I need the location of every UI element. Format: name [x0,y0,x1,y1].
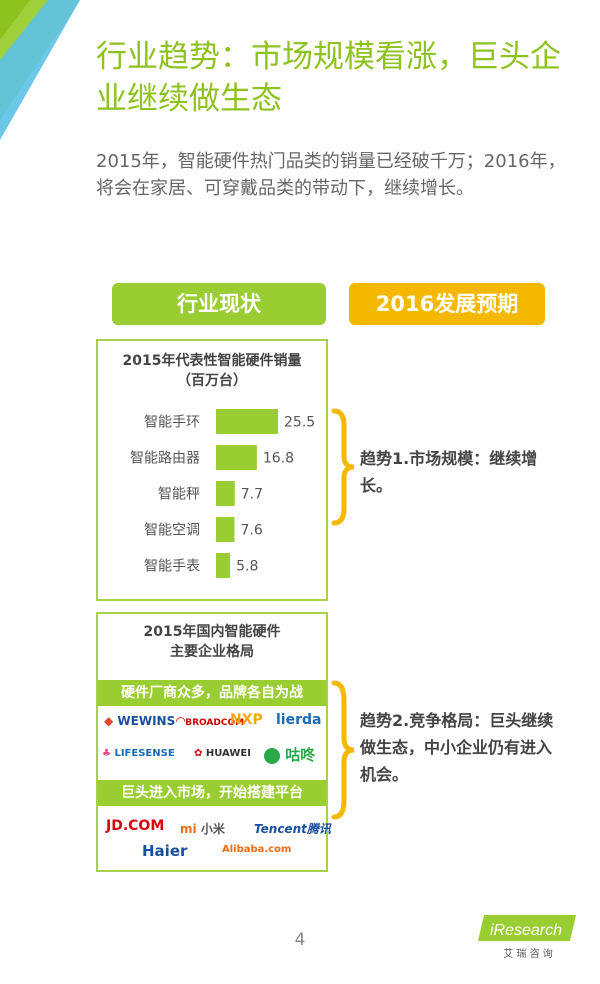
alibaba-logo: Alibaba.com [222,844,292,855]
brand-sub: 艾 瑞 咨 询 [503,947,553,960]
enterprise-landscape-panel: 2015年国内智能硬件 主要企业格局 硬件厂商众多，品牌各自为战 ◆ WEWIN… [96,612,331,872]
jd-logo: JD.COM [106,818,165,834]
intro-text: 2015年，智能硬件热门品类的销量已经破千万；2016年，将会在家居、可穿戴品类… [96,151,566,199]
chart-title: 2015年代表性智能硬件销量 （百万台） [98,351,326,391]
landscape-title-line2: 主要企业格局 [170,644,254,660]
hardware-vendors-strip: 硬件厂商众多，品牌各自为战 [98,680,326,706]
chart-value-label: 16.8 [263,451,294,467]
chart-value-label: 7.7 [241,487,263,503]
chart-title-line2: （百万台） [177,373,247,389]
page-number: 4 [294,930,306,950]
chart-category-label: 智能手环 [144,415,200,431]
chart-value-label: 7.6 [240,523,262,539]
tencent-logo: Tencent腾讯 [254,822,331,836]
huawei-logo: ✿ HUAWEI [194,748,251,759]
corner-decoration [0,0,80,140]
chart-title-line1: 2015年代表性智能硬件销量 [122,353,302,369]
chart-category-label: 智能手表 [144,559,200,575]
current-status-header: 行业现状 [112,283,326,325]
trend1-brace [331,408,355,526]
page-title: 行业趋势：市场规模看涨，巨头企业继续做生态 [96,39,561,117]
lierda-logo: lierda [276,712,322,728]
sales-bar-chart: 智能手环 25.5 智能路由器 16.8 智能秤 7.7 智能空调 7.6 智能手表 5.8 [130,409,315,578]
trend2-text: 趋势2.竞争格局：巨头继续做生态，中小企业仍有进入机会。 [360,711,554,784]
haier-logo: Haier [142,842,188,860]
giants-platform-strip: 巨头进入市场，开始搭建平台 [98,780,326,806]
chart-bar [216,517,235,542]
chart-category-label: 智能空调 [144,523,200,539]
chart-category-label: 智能秤 [158,487,200,503]
wewins-logo: ◆ WEWINS [104,714,176,728]
chart-value-label: 5.8 [236,559,258,575]
chart-bar [216,445,257,470]
nxp-logo: NXP [230,712,263,728]
trend1-text: 趋势1.市场规模：继续增长。 [360,449,538,495]
codoon-logo: 咕咚 [264,744,315,765]
chart-category-label: 智能路由器 [130,451,200,467]
forecast-header: 2016发展预期 [349,283,545,325]
iresearch-logo: iResearch 艾 瑞 咨 询 [478,915,576,960]
chart-bar [216,481,235,506]
xiaomi-logo: mi 小米 [180,822,225,836]
lifesense-logo: ♣ LIFESENSE [102,748,175,759]
landscape-title-line1: 2015年国内智能硬件 [143,624,281,640]
landscape-title: 2015年国内智能硬件 主要企业格局 [98,622,326,662]
sales-chart-panel: 2015年代表性智能硬件销量 （百万台） 智能手环 25.5 智能路由器 16.8 智能… [96,339,328,601]
chart-bar [216,409,278,434]
broadcom-logo: ◠BROADCOM [176,714,245,728]
chart-bar [216,553,231,578]
trend2-brace [331,680,355,820]
chart-value-label: 25.5 [284,415,315,431]
brand-name: iResearch [490,922,562,939]
